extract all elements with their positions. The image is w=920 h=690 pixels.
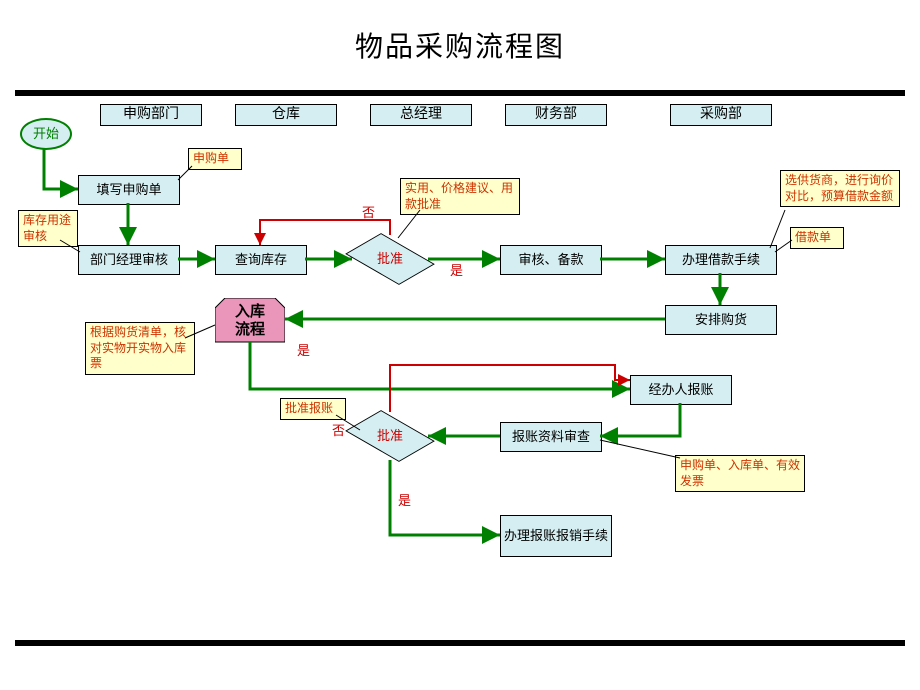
callout-approve1: 实用、价格建议、用款批准	[400, 178, 520, 215]
node-check-stock: 查询库存	[215, 245, 307, 275]
callout-stock: 库存用途审核	[18, 210, 78, 247]
node-loan: 办理借款手续	[665, 245, 777, 275]
col-head-3: 财务部	[505, 104, 607, 126]
label-yes-3: 是	[398, 490, 411, 509]
callout-docs: 申购单、入库单、有效发票	[675, 455, 805, 492]
callout-approve2: 批准报账	[280, 398, 346, 420]
rule-top	[15, 90, 905, 96]
node-purchase: 安排购货	[665, 305, 777, 335]
callout-supplier: 选供货商，进行询价对比，预算借款金额	[780, 170, 900, 207]
label-yes-2: 是	[297, 340, 310, 359]
col-head-2: 总经理	[370, 104, 472, 126]
callout-inbound: 根据购货清单，核对实物开实物入库票	[85, 322, 195, 375]
col-head-1: 仓库	[235, 104, 337, 126]
rule-bottom	[15, 640, 905, 646]
node-audit-fund: 审核、备款	[500, 245, 602, 275]
callout-loan: 借款单	[790, 227, 844, 249]
col-head-0: 申购部门	[100, 104, 202, 126]
subproc-inbound: 入库 流程	[215, 300, 285, 342]
node-report: 经办人报账	[630, 375, 732, 405]
node-reimburse: 办理报账报销手续	[500, 515, 612, 557]
node-fill-form: 填写申购单	[78, 175, 180, 205]
label-no-2: 否	[332, 420, 345, 439]
start-node: 开始	[20, 118, 72, 150]
label-no-1: 否	[362, 202, 375, 221]
node-doc-review: 报账资料审查	[500, 422, 602, 452]
label-yes-1: 是	[450, 260, 463, 279]
callout-form: 申购单	[188, 148, 242, 170]
decision-approve-1: 批准	[360, 239, 420, 279]
node-mgr-review: 部门经理审核	[78, 245, 180, 275]
page-title: 物品采购流程图	[0, 0, 920, 65]
col-head-4: 采购部	[670, 104, 772, 126]
decision-approve-2: 批准	[360, 416, 420, 456]
